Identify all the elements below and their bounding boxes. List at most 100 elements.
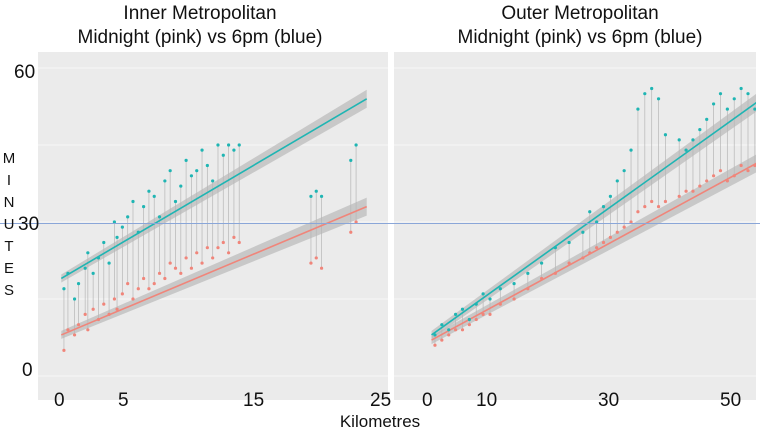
data-point bbox=[120, 292, 124, 296]
trend-line bbox=[431, 101, 756, 336]
x-tick-label-right: 0 bbox=[422, 390, 433, 411]
data-point bbox=[725, 179, 729, 183]
data-point bbox=[629, 220, 633, 224]
data-point bbox=[595, 220, 599, 224]
data-point bbox=[540, 261, 544, 265]
data-point bbox=[705, 117, 709, 121]
inner-metro-plot-panel bbox=[38, 52, 388, 400]
data-point bbox=[142, 205, 146, 209]
data-point bbox=[677, 194, 681, 198]
data-point bbox=[131, 199, 135, 204]
data-point bbox=[684, 148, 688, 152]
data-point bbox=[622, 225, 626, 229]
data-point bbox=[314, 189, 318, 193]
data-point bbox=[488, 297, 492, 301]
y-tick-label: 60 bbox=[14, 62, 36, 83]
data-point bbox=[481, 292, 485, 296]
x-tick-label-right: 10 bbox=[476, 390, 498, 411]
data-point bbox=[142, 276, 146, 281]
data-point bbox=[447, 333, 451, 337]
data-point bbox=[656, 205, 661, 209]
data-point bbox=[739, 163, 743, 168]
x-tick-label-left: 0 bbox=[54, 390, 65, 411]
data-point bbox=[76, 282, 81, 286]
data-point bbox=[86, 328, 90, 332]
right-title-line1: Outer Metropolitan bbox=[501, 3, 659, 24]
y-label-letter: I bbox=[6, 172, 12, 189]
data-point bbox=[76, 323, 81, 327]
data-point bbox=[746, 92, 750, 96]
data-point bbox=[152, 282, 156, 286]
data-point bbox=[216, 246, 220, 250]
data-point bbox=[136, 287, 140, 291]
y-tick-label: 0 bbox=[22, 360, 33, 381]
data-point bbox=[107, 261, 111, 265]
y-label-letter: U bbox=[3, 216, 15, 233]
data-point bbox=[173, 199, 178, 204]
data-point bbox=[691, 189, 695, 193]
data-point bbox=[526, 287, 530, 291]
data-point bbox=[488, 312, 492, 316]
data-point bbox=[581, 256, 585, 260]
data-point bbox=[314, 256, 318, 260]
data-point bbox=[712, 174, 716, 178]
data-point bbox=[200, 261, 204, 265]
x-tick-label-right: 30 bbox=[598, 390, 620, 411]
data-point bbox=[467, 317, 471, 322]
data-point bbox=[588, 251, 592, 255]
data-point bbox=[601, 205, 606, 209]
data-point bbox=[205, 246, 209, 250]
data-point bbox=[189, 174, 194, 178]
data-point bbox=[349, 230, 353, 234]
data-point bbox=[712, 102, 716, 106]
data-point bbox=[753, 107, 756, 111]
data-point bbox=[581, 230, 585, 234]
data-point bbox=[163, 276, 167, 281]
data-point bbox=[433, 343, 437, 347]
data-point bbox=[354, 220, 358, 224]
data-point bbox=[753, 163, 756, 168]
y-label-letter: M bbox=[2, 150, 16, 167]
data-point bbox=[115, 235, 119, 239]
trend-line bbox=[60, 98, 368, 280]
data-point bbox=[168, 169, 172, 173]
data-point bbox=[440, 323, 444, 327]
data-point bbox=[62, 287, 66, 291]
data-point bbox=[615, 230, 619, 234]
data-point bbox=[460, 328, 465, 332]
data-point bbox=[309, 261, 313, 265]
data-point bbox=[349, 158, 353, 162]
data-point bbox=[237, 143, 241, 147]
data-point bbox=[102, 302, 106, 306]
plot-background bbox=[394, 52, 756, 400]
data-point bbox=[567, 261, 571, 265]
data-point bbox=[663, 199, 668, 204]
data-point bbox=[195, 251, 199, 255]
data-point bbox=[732, 174, 736, 178]
data-point bbox=[608, 194, 612, 198]
data-point bbox=[179, 271, 183, 275]
data-point bbox=[211, 256, 215, 260]
data-point bbox=[540, 276, 544, 281]
data-point bbox=[663, 133, 668, 137]
left-title-line2: Midnight (pink) vs 6pm (blue) bbox=[77, 27, 323, 48]
data-point bbox=[112, 297, 116, 301]
data-point bbox=[454, 328, 458, 332]
data-point bbox=[120, 225, 124, 229]
data-point bbox=[474, 302, 478, 306]
x-tick-label-left: 5 bbox=[118, 390, 129, 411]
data-point bbox=[553, 246, 557, 250]
trend-line bbox=[431, 162, 756, 341]
x-tick-label-left: 15 bbox=[243, 390, 265, 411]
y-label-letter: E bbox=[3, 260, 14, 277]
data-point bbox=[205, 163, 209, 168]
data-point bbox=[474, 317, 478, 322]
data-point bbox=[319, 194, 324, 198]
data-point bbox=[677, 138, 681, 142]
data-point bbox=[433, 333, 437, 337]
data-point bbox=[656, 97, 661, 101]
data-point bbox=[498, 287, 502, 291]
data-point bbox=[512, 297, 516, 301]
data-point bbox=[481, 312, 485, 316]
data-point bbox=[526, 271, 530, 275]
